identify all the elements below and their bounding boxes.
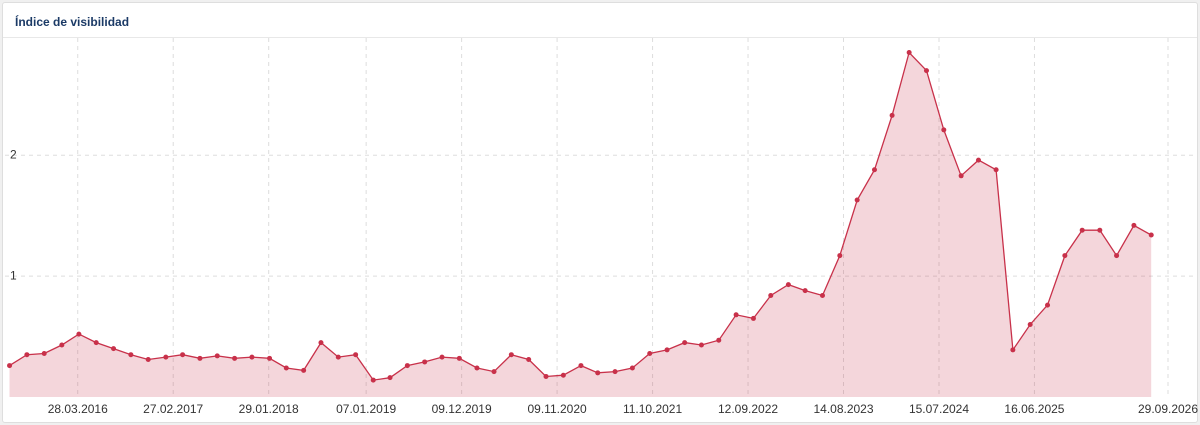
point [716, 337, 722, 343]
point [145, 357, 151, 363]
point [7, 363, 13, 369]
x-tick-label: 09.12.2019 [432, 402, 492, 416]
point [768, 292, 774, 298]
point [595, 370, 601, 376]
point [197, 355, 203, 361]
point [387, 375, 393, 381]
chart-title: Índice de visibilidad [15, 15, 130, 29]
point [526, 357, 532, 363]
point [214, 353, 220, 359]
y-tick-label: 2 [10, 147, 17, 161]
point [958, 173, 964, 179]
point [41, 350, 47, 356]
point [232, 355, 238, 361]
point [560, 372, 566, 378]
x-tick-label: 14.08.2023 [813, 402, 873, 416]
point [612, 369, 618, 375]
point [1148, 232, 1154, 238]
x-tick-label: 15.07.2024 [909, 402, 969, 416]
point [906, 50, 912, 56]
point [1097, 227, 1103, 233]
point [871, 167, 877, 173]
area [9, 52, 1152, 397]
point [543, 373, 549, 379]
point [750, 315, 756, 321]
x-tick-label: 09.11.2020 [528, 402, 587, 416]
x-tick-label: 27.02.2017 [143, 402, 203, 416]
point [1045, 302, 1051, 308]
card-header [3, 3, 1197, 38]
point [335, 354, 341, 360]
point [24, 352, 30, 358]
point [370, 377, 376, 383]
point [941, 127, 947, 133]
point [647, 350, 653, 356]
point [439, 354, 445, 360]
point [578, 363, 584, 369]
point [491, 369, 497, 375]
point [664, 347, 670, 353]
point [456, 355, 462, 361]
point [474, 365, 480, 371]
point [802, 288, 808, 294]
point [682, 340, 688, 346]
x-tick-label: 12.09.2022 [718, 402, 778, 416]
y-tick-label: 1 [10, 268, 17, 282]
point [819, 292, 825, 298]
x-tick-label: 29.09.2026 [1138, 402, 1198, 416]
point [1010, 347, 1016, 353]
point [353, 352, 359, 358]
x-tick-label: 11.10.2021 [623, 402, 682, 416]
point [76, 331, 82, 337]
point [318, 340, 324, 346]
point [1062, 253, 1068, 259]
point [249, 354, 255, 360]
x-tick-label: 07.01.2019 [336, 402, 396, 416]
point [267, 355, 273, 361]
point [975, 157, 981, 163]
x-tick-label: 29.01.2018 [239, 402, 299, 416]
point [93, 340, 99, 346]
point [889, 112, 895, 118]
point [923, 68, 929, 74]
point [1079, 227, 1085, 233]
point [180, 352, 186, 358]
point [283, 365, 289, 371]
point [1131, 222, 1137, 228]
point [128, 352, 134, 358]
point [785, 282, 791, 288]
point [508, 352, 514, 358]
point [1027, 321, 1033, 327]
x-tick-label: 16.06.2025 [1004, 402, 1064, 416]
point [111, 346, 117, 352]
point [629, 365, 635, 371]
x-tick-label: 28.03.2016 [48, 402, 108, 416]
point [733, 312, 739, 318]
point [993, 167, 999, 173]
point [163, 354, 169, 360]
point [422, 359, 428, 365]
point [59, 342, 65, 348]
point [301, 367, 307, 373]
point [854, 197, 860, 203]
point [404, 363, 410, 369]
point [837, 253, 843, 259]
point [1114, 253, 1120, 259]
point [698, 342, 704, 348]
